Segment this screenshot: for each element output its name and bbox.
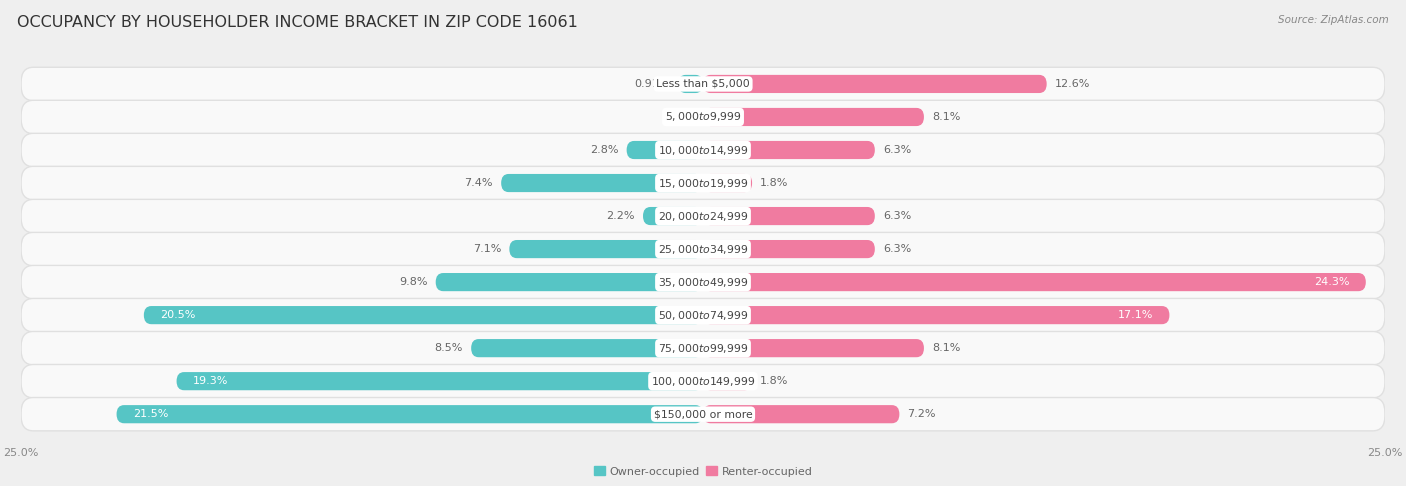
FancyBboxPatch shape [436,273,703,291]
Text: 19.3%: 19.3% [193,376,228,386]
Text: 2.2%: 2.2% [606,211,636,221]
FancyBboxPatch shape [143,306,703,324]
FancyBboxPatch shape [21,232,1385,266]
FancyBboxPatch shape [21,199,1385,233]
FancyBboxPatch shape [703,372,752,390]
Text: 6.3%: 6.3% [883,211,911,221]
Text: 17.1%: 17.1% [1118,310,1153,320]
FancyBboxPatch shape [627,141,703,159]
Text: $150,000 or more: $150,000 or more [654,409,752,419]
Text: $100,000 to $149,999: $100,000 to $149,999 [651,375,755,388]
Text: 6.3%: 6.3% [883,145,911,155]
Text: $20,000 to $24,999: $20,000 to $24,999 [658,209,748,223]
FancyBboxPatch shape [703,108,924,126]
Text: Source: ZipAtlas.com: Source: ZipAtlas.com [1278,15,1389,25]
FancyBboxPatch shape [21,166,1385,200]
FancyBboxPatch shape [703,174,752,192]
Text: Less than $5,000: Less than $5,000 [657,79,749,89]
FancyBboxPatch shape [117,405,703,423]
FancyBboxPatch shape [471,339,703,357]
Text: 0.0%: 0.0% [666,112,695,122]
FancyBboxPatch shape [21,331,1385,365]
Text: 12.6%: 12.6% [1054,79,1090,89]
Text: $15,000 to $19,999: $15,000 to $19,999 [658,176,748,190]
FancyBboxPatch shape [177,372,703,390]
FancyBboxPatch shape [21,133,1385,167]
Text: 24.3%: 24.3% [1315,277,1350,287]
FancyBboxPatch shape [509,240,703,258]
Text: 9.8%: 9.8% [399,277,427,287]
FancyBboxPatch shape [703,207,875,225]
Text: $25,000 to $34,999: $25,000 to $34,999 [658,243,748,256]
Text: 7.4%: 7.4% [464,178,494,188]
Text: $10,000 to $14,999: $10,000 to $14,999 [658,143,748,156]
Text: 20.5%: 20.5% [160,310,195,320]
Text: 8.1%: 8.1% [932,112,960,122]
Text: 0.91%: 0.91% [634,79,671,89]
FancyBboxPatch shape [703,306,1170,324]
Text: $75,000 to $99,999: $75,000 to $99,999 [658,342,748,355]
FancyBboxPatch shape [21,265,1385,299]
FancyBboxPatch shape [21,100,1385,134]
Text: $35,000 to $49,999: $35,000 to $49,999 [658,276,748,289]
Text: 7.2%: 7.2% [908,409,936,419]
FancyBboxPatch shape [21,298,1385,332]
Text: $5,000 to $9,999: $5,000 to $9,999 [665,110,741,123]
FancyBboxPatch shape [703,405,900,423]
FancyBboxPatch shape [21,67,1385,101]
Text: 8.1%: 8.1% [932,343,960,353]
FancyBboxPatch shape [703,240,875,258]
Text: 6.3%: 6.3% [883,244,911,254]
FancyBboxPatch shape [643,207,703,225]
FancyBboxPatch shape [21,364,1385,398]
FancyBboxPatch shape [501,174,703,192]
FancyBboxPatch shape [703,141,875,159]
FancyBboxPatch shape [703,339,924,357]
FancyBboxPatch shape [703,75,1046,93]
Text: 21.5%: 21.5% [134,409,169,419]
Text: 1.8%: 1.8% [761,376,789,386]
Text: 1.8%: 1.8% [761,178,789,188]
FancyBboxPatch shape [678,75,703,93]
Text: 7.1%: 7.1% [472,244,501,254]
FancyBboxPatch shape [21,398,1385,431]
FancyBboxPatch shape [703,273,1365,291]
Text: OCCUPANCY BY HOUSEHOLDER INCOME BRACKET IN ZIP CODE 16061: OCCUPANCY BY HOUSEHOLDER INCOME BRACKET … [17,15,578,30]
Text: $50,000 to $74,999: $50,000 to $74,999 [658,309,748,322]
Legend: Owner-occupied, Renter-occupied: Owner-occupied, Renter-occupied [589,462,817,481]
Text: 8.5%: 8.5% [434,343,463,353]
Text: 2.8%: 2.8% [591,145,619,155]
